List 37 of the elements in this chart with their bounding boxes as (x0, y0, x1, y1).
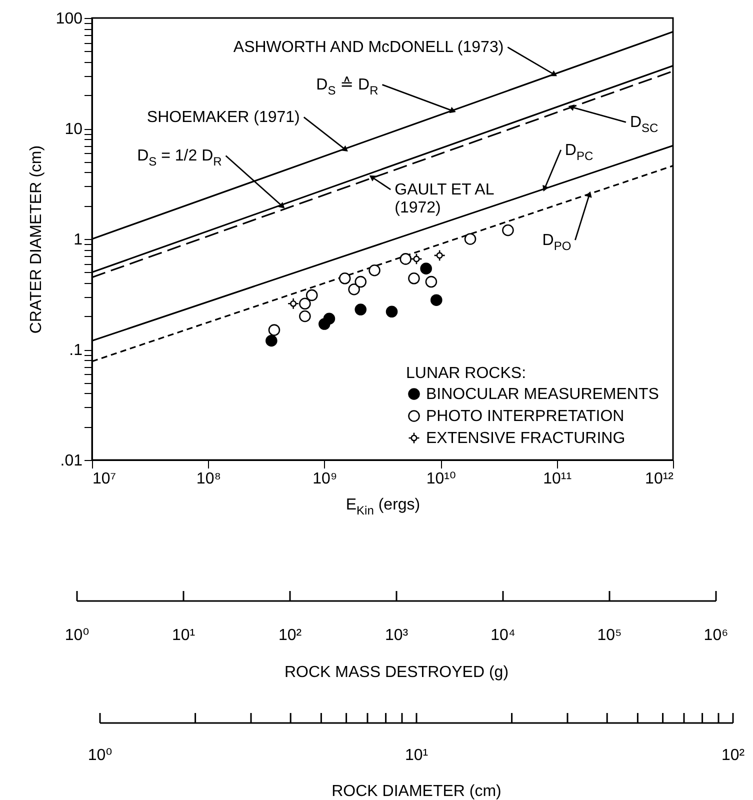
x-tick-label: 10¹¹ (543, 470, 572, 488)
x-tick-label: 10⁸ (196, 470, 221, 488)
x-tick-label: 10¹⁰ (426, 470, 456, 488)
annotation: ASHWORTH AND McDONELL (1973) (233, 39, 504, 56)
text: 10² (278, 627, 302, 644)
annotation: D$_{S}$ ≙ D$_{R}$ (316, 76, 379, 98)
legend-title: LUNAR ROCKS: (406, 365, 526, 382)
text: 10⁶ (704, 627, 728, 644)
text: 10⁴ (490, 627, 516, 644)
annotation: SHOEMAKER (1971) (146, 109, 300, 126)
text: ROCK DIAMETER (cm) (332, 783, 502, 800)
text: 10³ (384, 627, 409, 644)
y-tick-label: 100 (56, 10, 83, 28)
text: 10² (721, 747, 746, 764)
x-tick-label: 10⁹ (312, 470, 338, 488)
y-tick-label: .01 (60, 452, 83, 470)
y-tick-label: 10 (64, 121, 83, 138)
x-axis-title: E$_{Kin}$ (ergs) (346, 496, 420, 518)
x-tick-label: 10⁷ (92, 470, 116, 488)
legend-label: PHOTO INTERPRETATION (426, 408, 624, 425)
annotation: D$_{PC}$ (564, 142, 594, 163)
text: 10⁰ (88, 747, 112, 764)
x-tick-label: 10¹² (645, 470, 674, 488)
text: 10⁰ (64, 627, 90, 644)
text: 10¹ (172, 627, 196, 644)
y-tick-label: .1 (69, 342, 83, 359)
legend-label: EXTENSIVE FRACTURING (426, 430, 626, 447)
annotation: D$_{PO}$ (542, 232, 572, 254)
text: 10¹ (404, 747, 428, 764)
annotation: D$_{S}$ = 1/2 D$_{R}$ (137, 148, 222, 169)
annotation: D$_{SC}$ (630, 114, 659, 136)
text: 10⁵ (597, 627, 622, 644)
y-axis-title: CRATER DIAMETER (cm) (28, 145, 45, 334)
y-tick-label: 1 (74, 232, 83, 248)
legend-label: BINOCULAR MEASUREMENTS (426, 386, 659, 403)
annotation: GAULT ET AL (1972) (394, 182, 494, 217)
text: ROCK MASS DESTROYED (g) (284, 664, 509, 681)
